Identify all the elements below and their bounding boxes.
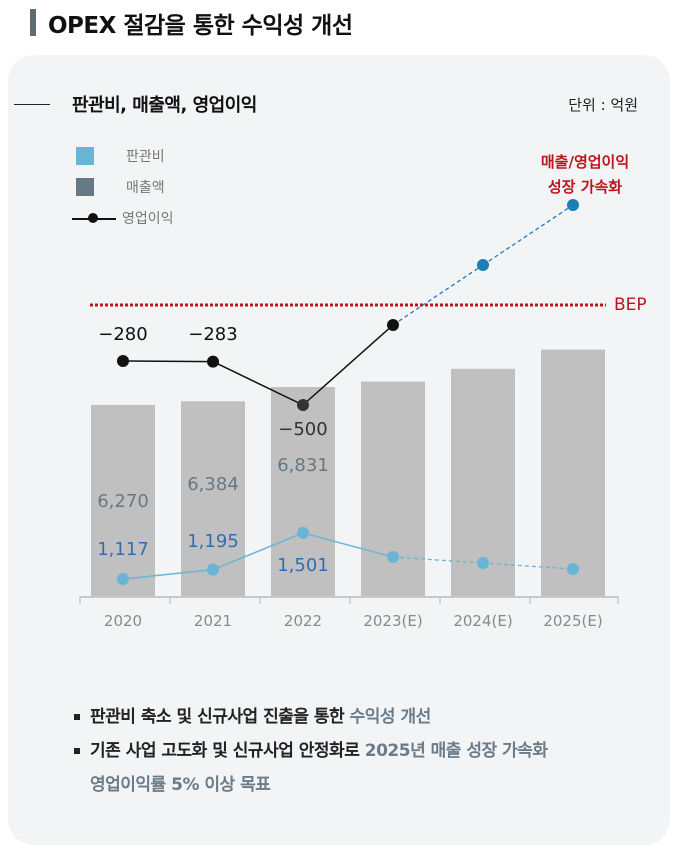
x-tick-label: 2023(E) [363,612,422,630]
bullet-item: 판관비 축소 및 신규사업 진출을 통한 수익성 개선 [74,700,547,734]
sga-data-label: 1,195 [187,531,239,552]
sga-point [477,557,489,570]
legend-label: 영업이익 [122,211,174,227]
op-profit-point [387,319,399,331]
sga-line-segment [212,532,304,571]
annotation-line1: 매출/영업이익 [540,153,630,171]
sga-point [567,563,579,576]
op-profit-point [477,259,489,271]
op-profit-data-label: −283 [188,324,237,345]
op-profit-line-segment [482,204,574,266]
unit-label: 단위 : 억원 [568,96,638,114]
x-tick-label: 2020 [104,612,142,630]
revenue-data-label: 6,831 [277,455,329,476]
op-profit-line-segment [212,360,304,406]
bullet-highlight-continued: 영업이익률 5% 이상 목표 [90,775,271,795]
bullet-text: 기존 사업 고도화 및 신규사업 안정화로 [90,741,365,761]
title-accent-bar [30,9,36,36]
sga-data-label: 1,501 [277,555,329,576]
legend-line-dot-icon [72,208,116,228]
op-profit-data-label: −500 [278,419,327,440]
op-profit-point [117,355,129,367]
op-profit-line-segment [122,360,214,363]
legend-swatch-sga [76,147,94,165]
op-profit-line-segment [392,264,484,326]
revenue-data-label: 6,270 [97,491,149,512]
sga-data-label: 1,117 [97,539,149,560]
revenue-bar [181,401,245,596]
legend-label: 판관비 [126,149,165,165]
sga-point [207,563,219,576]
sga-line-segment [482,562,574,570]
sga-point [297,526,309,539]
sga-point [117,573,129,585]
revenue-bar [271,387,335,596]
sga-point [387,551,399,564]
bullet-highlight: 수익성 개선 [349,707,432,727]
revenue-bar [361,381,425,596]
x-tick-label: 2022 [284,612,322,630]
sga-line-segment [122,568,214,580]
op-profit-point [297,399,309,411]
bullet-highlight: 2025년 매출 성장 가속화 [364,741,548,761]
x-tick-label: 2021 [194,612,232,630]
bullet-item: 기존 사업 고도화 및 신규사업 안정화로 2025년 매출 성장 가속화 [74,734,548,768]
bep-label: BEP [614,295,647,315]
bullet-square-icon [74,714,80,720]
chart-title-line [14,104,50,105]
bullet-list: 판관비 축소 및 신규사업 진출을 통한 수익성 개선 기존 사업 고도화 및 … [74,700,548,802]
legend-swatch-revenue [76,178,94,196]
page-title: OPEX 절감을 통한 수익성 개선 [48,13,353,39]
legend-op-profit: 영업이익 [72,208,174,228]
legend-revenue: 매출액 [76,177,165,197]
op-profit-point [207,355,219,368]
revenue-bar [541,349,605,596]
revenue-bar [91,404,155,596]
sga-line-segment [392,556,484,564]
legend-label: 매출액 [126,180,165,196]
revenue-data-label: 6,384 [187,474,239,495]
chart-title: 판관비, 매출액, 영업이익 [72,95,257,116]
op-profit-data-label: −280 [98,324,147,345]
bullet-square-icon [74,748,80,754]
op-profit-line-segment [302,324,394,406]
bullet-text: 판관비 축소 및 신규사업 진출을 통한 [90,707,350,727]
annotation-line2: 성장 가속화 [547,178,623,196]
growth-annotation: 매출/영업이익 성장 가속화 [520,150,650,200]
legend-sga: 판관비 [76,146,165,166]
x-tick-label: 2025(E) [543,612,602,630]
op-profit-point [567,199,579,211]
sga-line-segment [302,532,394,558]
x-tick-label: 2024(E) [453,612,512,630]
